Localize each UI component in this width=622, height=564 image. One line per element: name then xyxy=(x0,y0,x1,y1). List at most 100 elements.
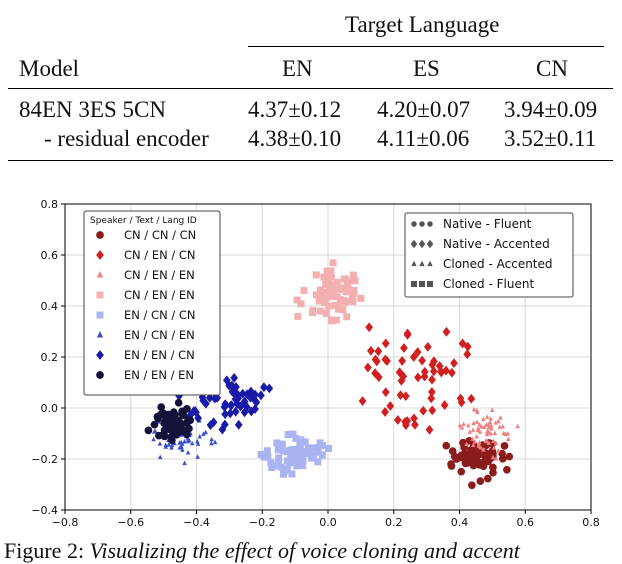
legend-speaker-entry: EN / EN / EN xyxy=(124,368,194,382)
scatter-point-series-7 xyxy=(260,382,268,393)
scatter-point-series-5 xyxy=(289,445,297,453)
legend-condition-marker xyxy=(411,260,417,267)
scatter-point-series-2 xyxy=(418,355,426,366)
col-header-en: EN xyxy=(282,56,313,81)
scatter-point-series-5 xyxy=(264,453,272,461)
legend-speaker-entry: CN / EN / CN xyxy=(124,248,196,262)
scatter-point-series-7 xyxy=(210,393,219,404)
scatter-point-series-2 xyxy=(374,372,383,383)
scatter-point-series-3 xyxy=(471,420,476,426)
scatter-point-series-2 xyxy=(409,352,418,362)
scatter-point-series-5 xyxy=(273,439,281,447)
scatter-point-series-3 xyxy=(481,447,486,452)
scatter-point-series-4 xyxy=(328,316,336,324)
scatter-point-series-3 xyxy=(477,439,482,445)
row-2-en: 4.38±0.10 xyxy=(248,126,342,151)
scatter-point-series-3 xyxy=(461,421,466,427)
x-tick-label: −0.2 xyxy=(249,516,276,529)
scatter-point-series-3 xyxy=(486,429,492,435)
scatter-point-series-6 xyxy=(203,429,208,435)
scatter-point-series-2 xyxy=(401,391,410,402)
scatter-point-series-3 xyxy=(491,445,497,450)
legend-speaker-entry: CN / CN / CN xyxy=(124,228,196,242)
scatter-point-series-4 xyxy=(322,280,330,288)
scatter-point-series-6 xyxy=(166,442,171,447)
scatter-point-series-2 xyxy=(448,367,456,378)
scatter-point-series-6 xyxy=(195,441,201,446)
scatter-point-series-2 xyxy=(430,356,438,367)
scatter-point-series-3 xyxy=(467,429,473,434)
scatter-point-series-5 xyxy=(279,447,287,455)
scatter-point-series-3 xyxy=(495,448,501,453)
scatter-point-series-6 xyxy=(195,454,200,459)
x-tick-label: 0.8 xyxy=(582,516,600,529)
caption-prefix: Figure 2: xyxy=(4,538,90,563)
legend-condition-entry: Cloned - Accented xyxy=(443,257,553,271)
scatter-point-series-3 xyxy=(493,455,499,461)
scatter-point-series-2 xyxy=(399,371,408,382)
spanning-header: Target Language xyxy=(345,12,500,37)
scatter-point-series-5 xyxy=(289,452,297,460)
scatter-point-series-2 xyxy=(414,372,422,383)
scatter-point-series-4 xyxy=(327,273,335,281)
x-tick-label: 0.6 xyxy=(517,516,535,529)
scatter-point-series-7 xyxy=(202,398,210,409)
scatter-point-series-2 xyxy=(401,416,409,427)
scatter-point-series-6 xyxy=(185,450,191,455)
scatter-point-series-3 xyxy=(491,438,496,444)
y-tick-label: −0.2 xyxy=(31,453,58,466)
scatter-point-series-5 xyxy=(267,458,275,466)
scatter-point-series-2 xyxy=(428,374,436,385)
scatter-point-series-1 xyxy=(505,452,514,461)
scatter-point-series-2 xyxy=(367,345,375,356)
scatter-point-series-1 xyxy=(468,481,476,490)
scatter-point-series-4 xyxy=(333,293,341,301)
scatter-point-series-3 xyxy=(464,441,469,447)
scatter-point-series-4 xyxy=(320,273,328,281)
scatter-point-series-4 xyxy=(326,288,334,296)
scatter-point-series-3 xyxy=(483,438,489,443)
legend-condition-entry: Cloned - Fluent xyxy=(443,277,534,291)
legend-marker-3 xyxy=(96,271,104,278)
scatter-point-series-2 xyxy=(428,387,436,397)
scatter-point-series-2 xyxy=(467,393,476,404)
scatter-point-series-4 xyxy=(334,285,342,293)
scatter-point-series-2 xyxy=(450,358,458,368)
scatter-point-series-3 xyxy=(484,414,490,419)
scatter-point-series-5 xyxy=(294,450,302,458)
scatter-point-series-5 xyxy=(292,434,300,442)
scatter-point-series-5 xyxy=(299,462,307,470)
y-tick-label: 0.2 xyxy=(41,351,59,364)
scatter-point-series-3 xyxy=(486,421,491,427)
scatter-point-series-5 xyxy=(283,465,291,473)
scatter-point-series-8 xyxy=(159,430,168,439)
scatter-point-series-5 xyxy=(314,444,322,452)
scatter-point-series-1 xyxy=(480,451,488,459)
scatter-point-series-3 xyxy=(477,422,482,427)
legend-marker-1 xyxy=(96,231,104,239)
scatter-point-series-4 xyxy=(309,309,317,317)
scatter-point-series-8 xyxy=(174,398,183,407)
legend-marker-4 xyxy=(96,291,104,299)
scatter-point-series-6 xyxy=(157,441,163,446)
scatter-point-series-2 xyxy=(420,366,429,377)
scatter-point-series-3 xyxy=(496,418,501,424)
scatter-point-series-8 xyxy=(150,420,159,429)
scatter-point-series-3 xyxy=(474,419,480,424)
scatter-point-series-4 xyxy=(351,277,359,285)
scatter-point-series-4 xyxy=(345,297,353,305)
scatter-point-series-3 xyxy=(476,443,482,449)
legend-condition-marker xyxy=(419,260,425,267)
scatter-point-series-2 xyxy=(442,365,450,376)
scatter-point-series-5 xyxy=(257,450,265,458)
scatter-point-series-7 xyxy=(238,388,247,399)
scatter-point-series-2 xyxy=(428,405,437,416)
scatter-point-series-2 xyxy=(365,322,374,333)
col-header-cn: CN xyxy=(536,56,568,81)
scatter-point-series-4 xyxy=(333,278,341,286)
scatter-point-series-7 xyxy=(218,424,227,435)
scatter-point-series-3 xyxy=(488,416,493,421)
row-1-cn: 3.94±0.09 xyxy=(504,97,598,122)
scatter-point-series-6 xyxy=(197,433,202,439)
scatter-point-series-7 xyxy=(265,383,274,394)
